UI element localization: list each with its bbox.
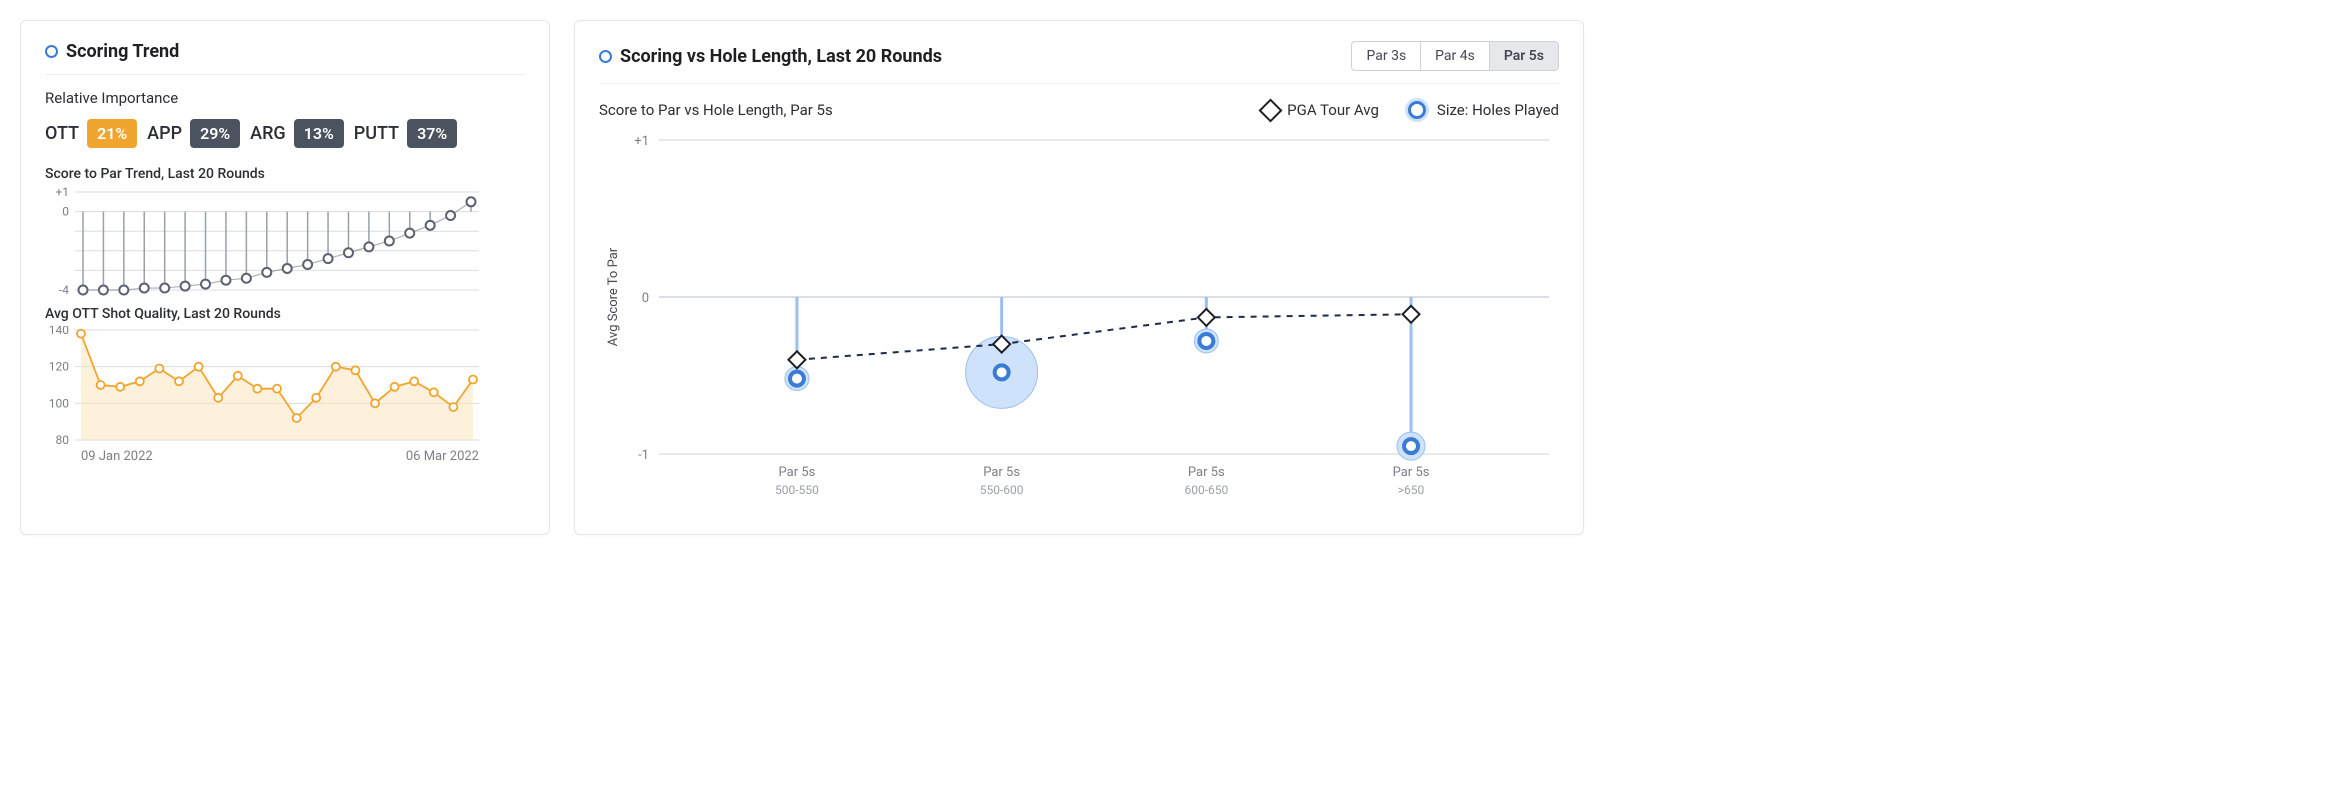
importance-label: PUTT [354, 123, 399, 144]
importance-badge: 21% [87, 119, 137, 148]
svg-text:09 Jan 2022: 09 Jan 2022 [81, 449, 153, 464]
left-card-header: Scoring Trend [45, 41, 525, 75]
relative-importance-row: OTT 21% APP 29% ARG 13% PUTT 37% [45, 119, 525, 148]
score-vs-length-chart: +1 0 -1 Avg Score To Par Par 5s 500-550 Par 5s… [599, 130, 1559, 510]
left-card-title: Scoring Trend [66, 41, 179, 62]
svg-text:500-550: 500-550 [775, 483, 819, 497]
importance-item[interactable]: OTT 21% [45, 119, 137, 148]
tab-par4s[interactable]: Par 4s [1421, 42, 1490, 70]
svg-text:Avg Score To Par: Avg Score To Par [606, 247, 621, 346]
svg-text:80: 80 [56, 433, 70, 447]
svg-text:06 Mar 2022: 06 Mar 2022 [406, 449, 479, 464]
legend-pga: PGA Tour Avg [1262, 101, 1379, 119]
svg-text:+1: +1 [55, 186, 69, 199]
scoring-trend-card: Scoring Trend Relative Importance OTT 21%… [20, 20, 550, 535]
tab-par5s[interactable]: Par 5s [1490, 42, 1558, 70]
legend: PGA Tour Avg Size: Holes Played [1262, 98, 1559, 122]
bubble-icon [1405, 98, 1429, 122]
svg-text:>650: >650 [1398, 483, 1425, 497]
svg-text:0: 0 [62, 205, 69, 219]
score-trend-chart: +1 0 -4 [45, 186, 485, 296]
importance-label: APP [147, 123, 182, 144]
right-card-title: Scoring vs Hole Length, Last 20 Rounds [620, 46, 942, 67]
svg-text:600-650: 600-650 [1184, 483, 1228, 497]
svg-text:120: 120 [49, 360, 69, 374]
importance-badge: 29% [190, 119, 240, 148]
diamond-icon [1259, 98, 1283, 122]
svg-text:-4: -4 [59, 283, 69, 296]
svg-text:Par 5s: Par 5s [779, 465, 816, 480]
ott-quality-chart: 80 100 120 140 09 Jan 2022 06 Mar 2022 [45, 326, 485, 466]
title-bullet-icon [45, 45, 58, 58]
svg-text:0: 0 [642, 291, 649, 306]
importance-badge: 37% [407, 119, 457, 148]
importance-item[interactable]: ARG 13% [250, 119, 344, 148]
right-card-header: Scoring vs Hole Length, Last 20 Rounds P… [599, 41, 1559, 84]
svg-text:550-600: 550-600 [980, 483, 1024, 497]
tab-par3s[interactable]: Par 3s [1352, 42, 1421, 70]
importance-badge: 13% [294, 119, 344, 148]
par-tabs: Par 3sPar 4sPar 5s [1351, 41, 1559, 71]
legend-size: Size: Holes Played [1405, 98, 1559, 122]
svg-text:100: 100 [49, 396, 69, 410]
svg-text:-1: -1 [638, 448, 649, 463]
scoring-vs-length-card: Scoring vs Hole Length, Last 20 Rounds P… [574, 20, 1584, 535]
score-trend-title: Score to Par Trend, Last 20 Rounds [45, 166, 525, 182]
svg-text:Par 5s: Par 5s [983, 465, 1020, 480]
importance-item[interactable]: PUTT 37% [354, 119, 457, 148]
svg-text:+1: +1 [634, 134, 649, 149]
relative-importance-label: Relative Importance [45, 89, 525, 107]
svg-text:140: 140 [49, 326, 69, 337]
legend-size-label: Size: Holes Played [1437, 101, 1559, 119]
legend-pga-label: PGA Tour Avg [1287, 101, 1379, 119]
svg-text:Par 5s: Par 5s [1188, 465, 1225, 480]
svg-text:Par 5s: Par 5s [1393, 465, 1430, 480]
importance-label: ARG [250, 123, 286, 144]
title-bullet-icon [599, 50, 612, 63]
importance-item[interactable]: APP 29% [147, 119, 240, 148]
importance-label: OTT [45, 123, 79, 144]
right-subtitle: Score to Par vs Hole Length, Par 5s [599, 101, 833, 119]
ott-chart-title: Avg OTT Shot Quality, Last 20 Rounds [45, 306, 525, 322]
